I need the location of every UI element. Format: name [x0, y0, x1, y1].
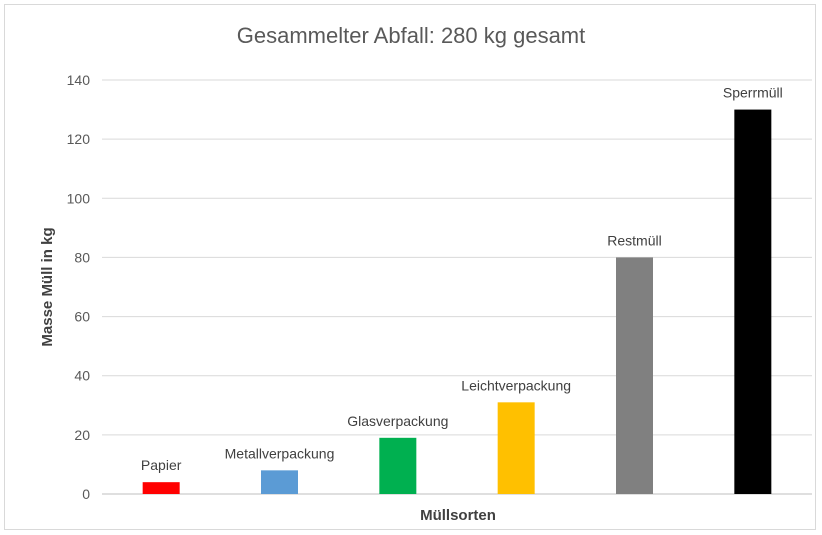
bar-label: Restmüll: [607, 232, 661, 248]
bars: [142, 109, 772, 495]
bar-sperrmüll: [734, 109, 772, 495]
bar-label: Glasverpackung: [347, 413, 448, 429]
y-tick-label: 20: [74, 427, 90, 443]
bar-glasverpackung: [379, 437, 417, 494]
y-axis-title: Masse Müll in kg: [39, 227, 56, 346]
y-tick-label: 40: [74, 368, 90, 384]
x-axis-title: Müllsorten: [420, 507, 496, 524]
data-labels: Papier Metallverpackung Glasverpackung Leic…: [141, 85, 783, 474]
gridlines: [102, 79, 812, 436]
y-tick-label: 0: [82, 486, 90, 502]
bar-leichtverpackung: [497, 402, 535, 494]
y-tick-label: 80: [74, 249, 90, 265]
y-axis-ticks: 0 20 40 60 80 100 120 140: [67, 72, 91, 502]
bar-restmüll: [616, 257, 653, 494]
bar-label: Metallverpackung: [225, 445, 335, 461]
y-tick-label: 120: [67, 131, 91, 147]
bar-label: Papier: [141, 457, 182, 473]
bar-label: Leichtverpackung: [461, 377, 571, 393]
y-tick-label: 60: [74, 309, 90, 325]
bar-label: Sperrmüll: [723, 85, 783, 101]
chart-title: Gesammelter Abfall: 280 kg gesamt: [237, 23, 586, 48]
bar-metallverpackung: [261, 470, 298, 494]
y-tick-label: 100: [67, 190, 91, 206]
y-tick-label: 140: [67, 72, 91, 88]
bar-papier: [142, 482, 180, 494]
